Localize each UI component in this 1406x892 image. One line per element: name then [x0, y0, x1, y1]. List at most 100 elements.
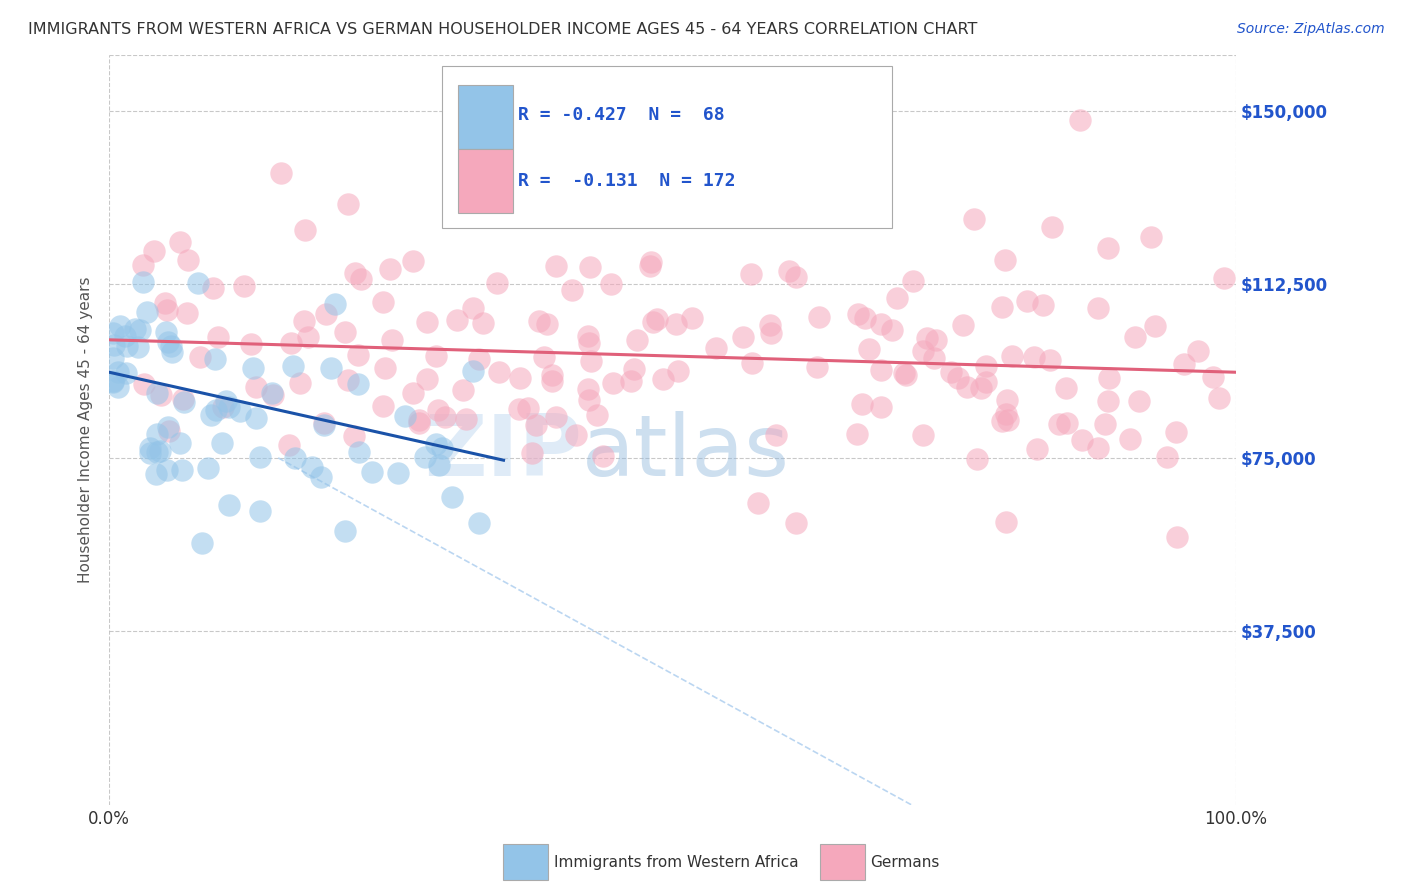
Point	[994, 515, 1017, 529]
Text: ZIP: ZIP	[425, 411, 582, 494]
Point	[1047, 417, 1070, 431]
FancyBboxPatch shape	[458, 85, 513, 149]
Point	[858, 342, 880, 356]
Point	[463, 364, 485, 378]
Point	[374, 360, 396, 375]
Point	[544, 259, 567, 273]
Point	[956, 380, 979, 394]
Point	[245, 410, 267, 425]
Point	[373, 295, 395, 310]
Point	[991, 300, 1014, 314]
Point	[963, 212, 986, 227]
Point	[651, 372, 673, 386]
Point	[922, 351, 945, 366]
Point	[1025, 442, 1047, 456]
Point	[851, 397, 873, 411]
Point	[516, 401, 538, 415]
Point	[1098, 371, 1121, 385]
Point	[846, 307, 869, 321]
Point	[893, 366, 915, 380]
Point	[561, 283, 583, 297]
Point	[124, 322, 146, 336]
Point	[1119, 432, 1142, 446]
Point	[211, 436, 233, 450]
Point	[536, 317, 558, 331]
Point	[758, 318, 780, 333]
Point	[1087, 301, 1109, 316]
Point	[1070, 433, 1092, 447]
Point	[149, 443, 172, 458]
Point	[995, 392, 1018, 407]
Point	[966, 452, 988, 467]
Point	[245, 380, 267, 394]
Point	[101, 375, 124, 389]
Point	[576, 382, 599, 396]
Point	[1001, 349, 1024, 363]
Point	[416, 371, 439, 385]
Point	[912, 344, 935, 359]
Point	[640, 254, 662, 268]
Point	[249, 450, 271, 464]
Point	[107, 365, 129, 379]
Point	[1156, 450, 1178, 464]
Point	[139, 442, 162, 456]
Point	[1128, 393, 1150, 408]
Point	[952, 318, 974, 332]
Point	[939, 365, 962, 379]
Point	[1173, 357, 1195, 371]
Point	[228, 404, 250, 418]
Point	[1097, 394, 1119, 409]
Point	[155, 303, 177, 318]
Point	[350, 271, 373, 285]
Point	[146, 445, 169, 459]
Point	[508, 401, 530, 416]
Point	[520, 445, 543, 459]
Point	[1039, 352, 1062, 367]
Point	[994, 252, 1017, 267]
Point	[294, 223, 316, 237]
Point	[946, 371, 969, 385]
Text: Source: ZipAtlas.com: Source: ZipAtlas.com	[1237, 22, 1385, 37]
Point	[441, 490, 464, 504]
Point	[101, 326, 124, 341]
Point	[333, 524, 356, 539]
Point	[401, 385, 423, 400]
Point	[207, 330, 229, 344]
Point	[912, 427, 935, 442]
Point	[645, 311, 668, 326]
Point	[292, 313, 315, 327]
Point	[155, 325, 177, 339]
Point	[544, 410, 567, 425]
Point	[1164, 425, 1187, 439]
Point	[917, 331, 939, 345]
Point	[337, 196, 360, 211]
Point	[215, 394, 238, 409]
Point	[623, 362, 645, 376]
Point	[602, 376, 624, 390]
Point	[160, 339, 183, 353]
Point	[415, 315, 437, 329]
Point	[149, 388, 172, 402]
Point	[218, 400, 240, 414]
Point	[765, 428, 787, 442]
Point	[509, 370, 531, 384]
Point	[425, 349, 447, 363]
Point	[1208, 391, 1230, 405]
Point	[346, 376, 368, 391]
Point	[139, 446, 162, 460]
Y-axis label: Householder Income Ages 45 - 64 years: Householder Income Ages 45 - 64 years	[79, 277, 93, 583]
Point	[169, 235, 191, 249]
Point	[541, 368, 564, 383]
Point	[170, 463, 193, 477]
Point	[488, 365, 510, 379]
Point	[468, 516, 491, 531]
Point	[101, 351, 124, 366]
Point	[845, 427, 868, 442]
Point	[427, 458, 450, 473]
Point	[176, 306, 198, 320]
Point	[343, 429, 366, 443]
Point	[901, 274, 924, 288]
Point	[408, 416, 430, 430]
Point	[1166, 530, 1188, 544]
Point	[1022, 350, 1045, 364]
